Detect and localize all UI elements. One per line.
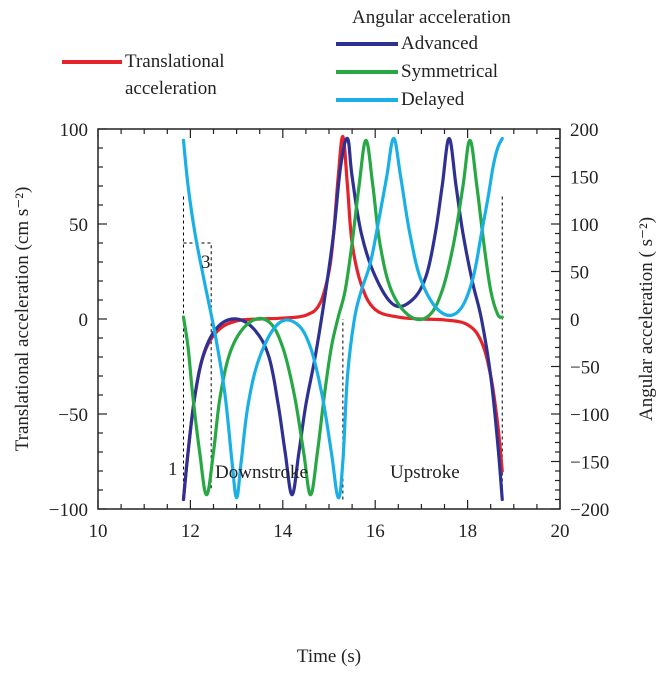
y-right-tick-label: −200 <box>570 500 609 521</box>
legend-label-delayed: Delayed <box>401 89 465 110</box>
annotation-marker-1: 1 <box>168 459 178 480</box>
y-right-tick-label: 150 <box>570 168 599 189</box>
stroke-boundary-lines <box>182 195 503 500</box>
annotation-upstroke: Upstroke <box>390 462 460 483</box>
y-right-axis-title: Angular acceleration ( s⁻²) <box>636 217 657 421</box>
x-tick-label: 14 <box>273 521 293 542</box>
y-left-tick-label: −50 <box>58 405 88 426</box>
series-lines <box>181 134 504 502</box>
y-right-tick-label: 50 <box>570 263 589 284</box>
series-line-symmetrical <box>181 138 504 497</box>
x-tick-label: 20 <box>551 521 570 542</box>
legend: Angular acceleration Translational accel… <box>62 7 511 110</box>
y-left-axis-title: Translational acceleration (cm s⁻²) <box>12 187 33 452</box>
series-line-delayed <box>181 136 504 500</box>
x-tick-label: 10 <box>89 521 108 542</box>
x-tick-label: 18 <box>458 521 477 542</box>
tick-labels: 10 12 14 16 18 20 100 50 0 −50 −100 200 150 100 50 0 −50… <box>49 120 609 542</box>
axis-ticks <box>97 128 561 510</box>
y-left-tick-label: −100 <box>49 500 88 521</box>
y-right-tick-label: −150 <box>570 453 609 474</box>
annotation-downstroke: Downstroke <box>215 462 308 483</box>
boundary-line-marker-3 <box>183 242 212 490</box>
legend-label-advanced: Advanced <box>401 33 479 54</box>
y-right-tick-label: 0 <box>570 310 580 331</box>
y-left-tick-label: 100 <box>60 120 89 141</box>
annotation-marker-3: 3 <box>201 252 211 273</box>
y-left-tick-label: 0 <box>79 310 89 331</box>
y-right-tick-label: 100 <box>570 215 599 236</box>
legend-label-translational-1: Translational <box>125 51 225 72</box>
y-left-tick-label: 50 <box>69 215 88 236</box>
legend-angular-header: Angular acceleration <box>352 7 511 28</box>
legend-label-symmetrical: Symmetrical <box>401 61 498 82</box>
y-right-tick-label: 200 <box>570 120 599 141</box>
y-right-tick-label: −50 <box>570 358 600 379</box>
x-tick-label: 12 <box>181 521 200 542</box>
legend-label-translational-2: acceleration <box>125 78 217 99</box>
x-axis-title: Time (s) <box>297 646 361 667</box>
x-tick-label: 16 <box>366 521 385 542</box>
y-right-tick-label: −100 <box>570 405 609 426</box>
series-line-translational-acceleration <box>181 134 504 502</box>
